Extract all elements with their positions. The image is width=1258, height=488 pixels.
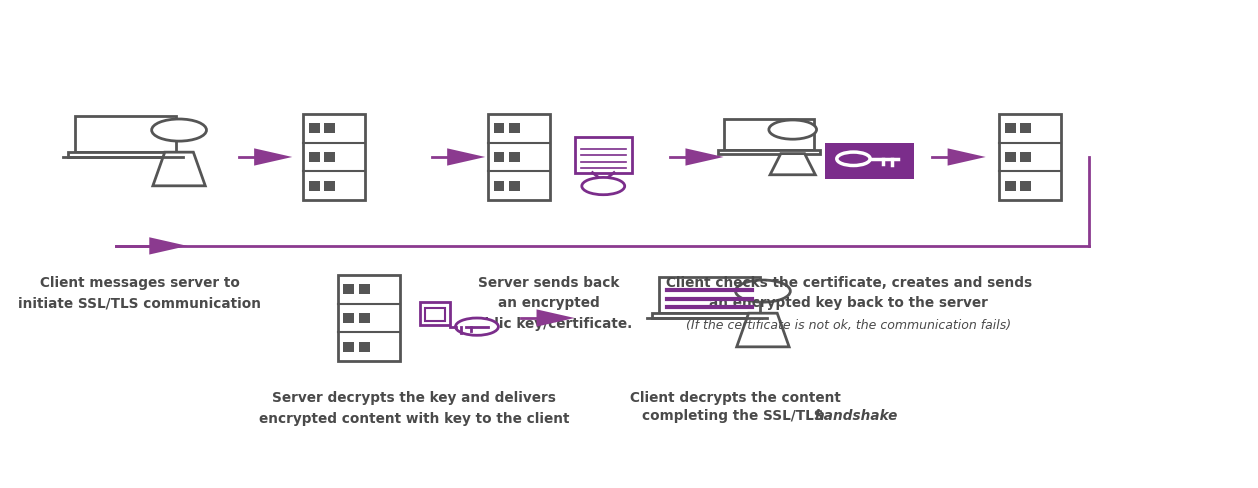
Bar (359, 313, 370, 324)
Bar (343, 285, 355, 295)
Text: Client messages server to
initiate SSL/TLS communication: Client messages server to initiate SSL/T… (19, 275, 262, 310)
Circle shape (152, 120, 206, 142)
Circle shape (455, 318, 498, 336)
Bar (309, 152, 320, 163)
FancyBboxPatch shape (652, 314, 767, 318)
Polygon shape (770, 154, 815, 175)
Bar (359, 285, 370, 295)
Circle shape (581, 178, 625, 195)
FancyBboxPatch shape (488, 115, 550, 201)
Bar (493, 123, 504, 134)
FancyBboxPatch shape (68, 153, 184, 158)
Text: Server decrypts the key and delivers
encrypted content with key to the client: Server decrypts the key and delivers enc… (259, 390, 569, 425)
FancyBboxPatch shape (999, 115, 1060, 201)
Bar (1020, 152, 1032, 163)
Text: Server sends back
an encrypted
public key/certificate.: Server sends back an encrypted public ke… (464, 275, 632, 330)
Polygon shape (150, 238, 187, 255)
Bar (1020, 123, 1032, 134)
FancyBboxPatch shape (718, 150, 819, 155)
Text: completing the SSL/TLS: completing the SSL/TLS (643, 408, 829, 422)
Circle shape (736, 281, 790, 303)
Bar (509, 181, 520, 192)
Bar (509, 152, 520, 163)
Bar (493, 181, 504, 192)
FancyBboxPatch shape (659, 278, 760, 314)
Bar (343, 313, 355, 324)
Polygon shape (447, 149, 486, 166)
Bar (509, 123, 520, 134)
FancyBboxPatch shape (424, 309, 445, 321)
Circle shape (837, 153, 871, 166)
FancyBboxPatch shape (420, 302, 449, 325)
FancyBboxPatch shape (825, 143, 915, 179)
Bar (493, 152, 504, 163)
Bar (1020, 181, 1032, 192)
Bar (309, 181, 320, 192)
Text: Client decrypts the content: Client decrypts the content (630, 390, 840, 404)
FancyBboxPatch shape (303, 115, 365, 201)
Polygon shape (686, 149, 723, 166)
Bar (359, 342, 370, 352)
Polygon shape (947, 149, 986, 166)
Polygon shape (536, 310, 575, 327)
Text: handshake: handshake (814, 408, 897, 422)
Text: Client checks the certificate, creates and sends
an encrypted key back to the se: Client checks the certificate, creates a… (665, 275, 1032, 310)
Polygon shape (254, 149, 292, 166)
Circle shape (769, 121, 816, 140)
Bar (325, 181, 335, 192)
Bar (1005, 152, 1015, 163)
Text: (If the certificate is not ok, the communication fails): (If the certificate is not ok, the commu… (686, 318, 1011, 331)
Bar (1005, 181, 1015, 192)
Bar (325, 123, 335, 134)
Bar (325, 152, 335, 163)
FancyBboxPatch shape (337, 275, 400, 362)
FancyBboxPatch shape (575, 137, 632, 173)
Polygon shape (153, 153, 205, 186)
Bar (1005, 123, 1015, 134)
Bar (309, 123, 320, 134)
FancyBboxPatch shape (74, 117, 176, 153)
FancyBboxPatch shape (725, 119, 814, 150)
Bar (343, 342, 355, 352)
Polygon shape (737, 314, 789, 347)
